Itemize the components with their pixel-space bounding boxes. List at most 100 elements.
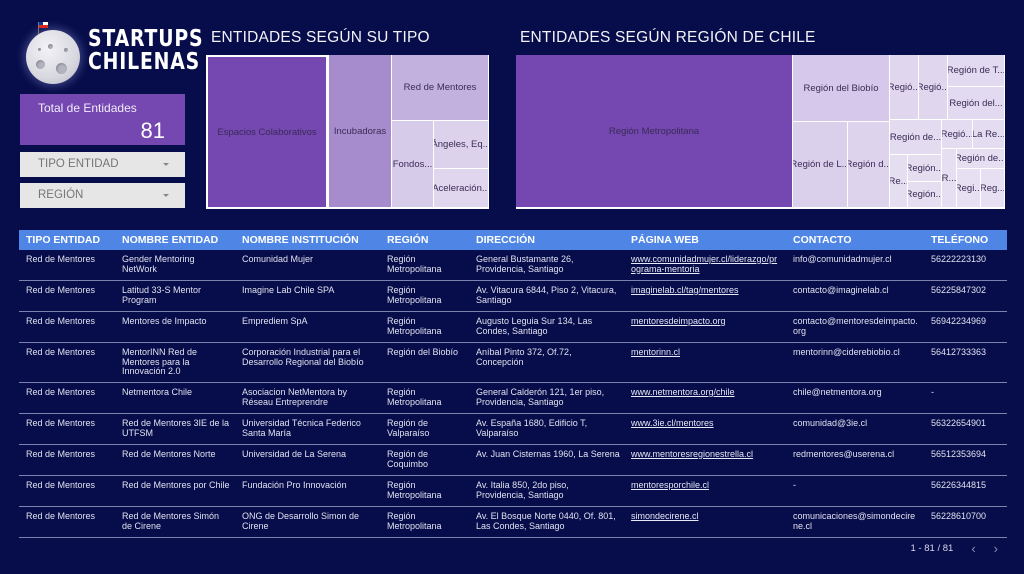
cell-telefono: 56942234969: [931, 316, 987, 326]
treemap-tile[interactable]: Regió...: [890, 55, 918, 119]
treemap-tile[interactable]: Región del Biobío: [793, 55, 889, 121]
header-contacto[interactable]: CONTACTO: [793, 234, 852, 246]
treemap-tile[interactable]: Reg...: [981, 169, 1004, 207]
logo: STARTUPS CHILENAS: [20, 20, 203, 84]
treemap-tile[interactable]: Región...: [908, 155, 941, 181]
entities-table: TIPO ENTIDAD NOMBRE ENTIDAD NOMBRE INSTI…: [19, 230, 1007, 538]
next-page-icon[interactable]: ›: [993, 541, 998, 556]
logo-text: STARTUPS CHILENAS: [88, 28, 203, 74]
cell-nombre-entidad: Red de Mentores Norte: [122, 449, 216, 459]
cell-pagina-web[interactable]: mentoresdeimpacto.org: [631, 316, 726, 326]
cell-tipo-entidad: Red de Mentores: [26, 449, 96, 459]
kpi-label: Total de Entidades: [38, 101, 137, 115]
cell-telefono: 56226344815: [931, 480, 987, 490]
page-range: 1 - 81 / 81: [910, 543, 954, 554]
table-row[interactable]: Red de Mentores Netmentora Chile Asociacio…: [19, 383, 1007, 414]
cell-direccion: Av. Italia 850, 2do piso, Providencia, S…: [476, 480, 569, 500]
prev-page-icon[interactable]: ‹: [971, 541, 976, 556]
cell-nombre-entidad: MentorINN Red de Mentores para la Innova…: [122, 347, 198, 376]
filter-region[interactable]: REGIÓN: [20, 183, 185, 208]
cell-nombre-institucion: Corporación Industrial para el Desarroll…: [242, 347, 364, 367]
treemap-tile[interactable]: R...: [942, 149, 956, 207]
header-telefono[interactable]: TELÉFONO: [931, 234, 989, 246]
cell-nombre-entidad: Netmentora Chile: [122, 387, 193, 397]
chile-flag-icon: [39, 22, 48, 28]
cell-tipo-entidad: Red de Mentores: [26, 511, 96, 521]
cell-pagina-web[interactable]: www.netmentora.org/chile: [631, 387, 735, 397]
cell-tipo-entidad: Red de Mentores: [26, 418, 96, 428]
table-row[interactable]: Red de Mentores Red de Mentores por Chile…: [19, 476, 1007, 507]
treemap-tile[interactable]: Red de Mentores: [392, 55, 488, 120]
cell-region: Región Metropolitana: [387, 511, 442, 531]
cell-direccion: Av. España 1680, Edificio T, Valparaíso: [476, 418, 588, 438]
cell-region: Región de Coquimbo: [387, 449, 429, 469]
cell-nombre-institucion: Imagine Lab Chile SPA: [242, 285, 335, 295]
table-row[interactable]: Red de Mentores Red de Mentores Norte Univ…: [19, 445, 1007, 476]
cell-pagina-web[interactable]: www.comunidadmujer.cl/liderazgo/programa…: [631, 254, 778, 274]
table-row[interactable]: Red de Mentores Red de Mentores 3IE de la…: [19, 414, 1007, 445]
cell-direccion: General Calderón 121, 1er piso, Providen…: [476, 387, 605, 407]
cell-pagina-web[interactable]: imaginelab.cl/tag/mentores: [631, 285, 739, 295]
treemap-region: Región Metropolitana Región del Biobío Reg…: [516, 55, 1005, 209]
treemap-tile[interactable]: La Re...: [973, 120, 1004, 148]
treemap-tile[interactable]: Regi...: [957, 169, 980, 207]
caret-down-icon: [163, 194, 169, 197]
header-pagina-web[interactable]: PÁGINA WEB: [631, 234, 699, 246]
header-nombre-entidad[interactable]: NOMBRE ENTIDAD: [122, 234, 219, 246]
treemap-tile[interactable]: Región de T...: [948, 55, 1004, 86]
cell-contacto: contacto@mentoresdeimpacto.org: [793, 316, 918, 336]
pagination: 1 - 81 / 81 ‹ ›: [911, 541, 998, 556]
filter-label: REGIÓN: [38, 189, 84, 201]
cell-tipo-entidad: Red de Mentores: [26, 254, 96, 264]
cell-telefono: 56222223130: [931, 254, 987, 264]
cell-pagina-web[interactable]: www.mentoresregionestrella.cl: [631, 449, 754, 459]
cell-telefono: 56322654901: [931, 418, 987, 428]
cell-pagina-web[interactable]: mentoresporchile.cl: [631, 480, 710, 490]
header-nombre-institucion[interactable]: NOMBRE INSTITUCIÓN: [242, 234, 359, 246]
cell-direccion: Av. Juan Cisternas 1960, La Serena: [476, 449, 620, 459]
cell-direccion: General Bustamante 26, Providencia, Sant…: [476, 254, 574, 274]
logo-line2: CHILENAS: [88, 49, 201, 75]
cell-pagina-web[interactable]: mentorinn.cl: [631, 347, 681, 357]
table-row[interactable]: Red de Mentores Latitud 33-S Mentor Progr…: [19, 281, 1007, 312]
kpi-value: 81: [140, 118, 165, 143]
caret-down-icon: [163, 163, 169, 166]
table-row[interactable]: Red de Mentores Red de Mentores Simón de …: [19, 507, 1007, 538]
logo-line1: STARTUPS: [88, 26, 204, 52]
treemap-tile[interactable]: Región de...: [957, 149, 1004, 168]
table-row[interactable]: Red de Mentores Gender Mentoring NetWork C…: [19, 250, 1007, 281]
cell-pagina-web[interactable]: www.3ie.cl/mentores: [631, 418, 714, 428]
treemap-tile[interactable]: Regió...: [942, 120, 972, 148]
flagpole-icon: [38, 22, 39, 34]
cell-contacto: comunicaciones@simondecirene.cl: [793, 511, 916, 531]
treemap-tile[interactable]: Región de...: [890, 120, 941, 154]
cell-nombre-institucion: ONG de Desarrollo Simon de Cirene: [242, 511, 360, 531]
cell-direccion: Augusto Leguia Sur 134, Las Condes, Sant…: [476, 316, 593, 336]
filter-tipo-entidad[interactable]: TIPO ENTIDAD: [20, 152, 185, 177]
treemap-tile[interactable]: Fondos...: [392, 121, 433, 207]
treemap-tile[interactable]: Espacios Colaborativos: [208, 57, 326, 207]
cell-telefono: 56228610700: [931, 511, 987, 521]
cell-nombre-institucion: Fundación Pro Innovación: [242, 480, 347, 490]
treemap-tile[interactable]: Regió...: [919, 55, 947, 119]
treemap-tile[interactable]: Región Metropolitana: [516, 55, 792, 207]
cell-pagina-web[interactable]: simondecirene.cl: [631, 511, 699, 521]
header-region[interactable]: REGIÓN: [387, 234, 429, 246]
treemap-tile[interactable]: Región...: [908, 182, 941, 207]
treemap-tile[interactable]: Re...: [890, 155, 907, 207]
cell-telefono: 56512353694: [931, 449, 987, 459]
treemap-tile[interactable]: Región del...: [948, 87, 1004, 119]
header-direccion[interactable]: DIRECCIÓN: [476, 234, 535, 246]
cell-telefono: 56412733363: [931, 347, 987, 357]
treemap-tile[interactable]: Ángeles, Eq...: [434, 121, 488, 168]
cell-contacto: redmentores@userena.cl: [793, 449, 895, 459]
treemap-tile[interactable]: Incubadoras: [329, 55, 391, 207]
header-tipo-entidad[interactable]: TIPO ENTIDAD: [26, 234, 101, 246]
table-row[interactable]: Red de Mentores MentorINN Red de Mentores…: [19, 343, 1007, 383]
cell-nombre-entidad: Red de Mentores 3IE de la UTFSM: [122, 418, 230, 438]
treemap-tile[interactable]: Región d...: [848, 122, 889, 207]
treemap-tile[interactable]: Aceleración...: [434, 169, 488, 207]
table-row[interactable]: Red de Mentores Mentores de Impacto Empred…: [19, 312, 1007, 343]
treemap-region-title: ENTIDADES SEGÚN REGIÓN DE CHILE: [520, 29, 816, 46]
treemap-tile[interactable]: Región de L...: [793, 122, 847, 207]
